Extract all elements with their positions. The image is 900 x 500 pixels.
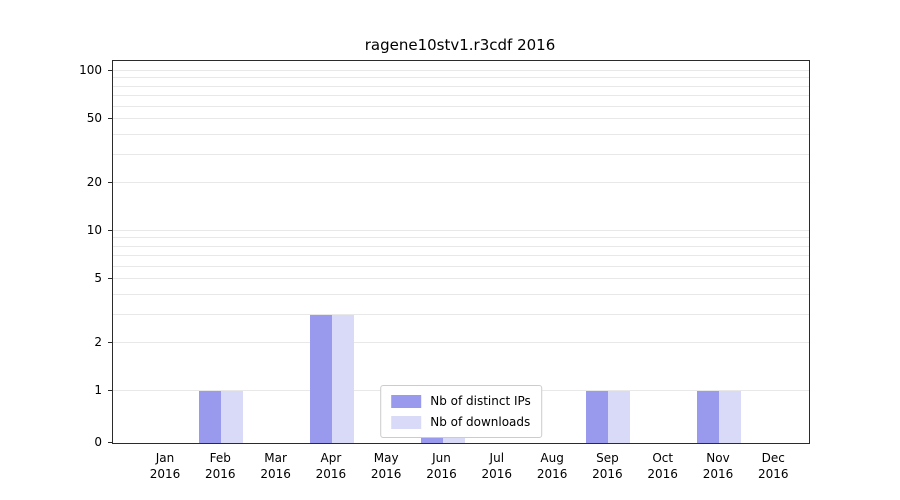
y-tick-mark — [108, 70, 112, 71]
x-tick-month: Mar — [264, 451, 287, 465]
x-tick-year: 2016 — [149, 467, 181, 481]
gridline — [113, 105, 809, 107]
y-tick-label: 20 — [86, 174, 102, 189]
y-tick-mark — [108, 118, 112, 120]
y-tick-mark — [108, 442, 112, 443]
y-tick-mark — [108, 181, 112, 183]
x-tick-month: Oct — [652, 451, 674, 465]
x-tick-year: 2016 — [205, 467, 236, 481]
gridline — [113, 181, 809, 183]
y-tick-mark — [108, 230, 112, 231]
x-tick-label: Jul 2016 — [467, 450, 527, 482]
x-tick-label: Mar 2016 — [246, 450, 306, 482]
x-tick-label: Oct 2016 — [633, 450, 693, 482]
x-tick-year: 2016 — [702, 467, 734, 481]
y-tick-mark — [108, 341, 112, 343]
x-tick-label: Feb 2016 — [190, 450, 250, 482]
x-tick-label: Sep 2016 — [577, 450, 637, 482]
gridline — [113, 77, 809, 79]
gridline — [113, 313, 809, 315]
gridline — [113, 133, 809, 135]
legend-label-downloads: Nb of downloads — [430, 415, 531, 429]
bar-distinct-ips — [199, 391, 222, 443]
legend: Nb of distinct IPs Nb of downloads — [380, 385, 542, 438]
legend-swatch-downloads — [391, 415, 422, 429]
x-tick-year: 2016 — [426, 467, 457, 481]
x-tick-month: Dec — [761, 451, 785, 465]
bar-distinct-ips — [586, 391, 609, 443]
bar-distinct-ips — [309, 314, 332, 443]
y-tick-label: 5 — [94, 271, 102, 286]
x-tick-label: Nov 2016 — [688, 450, 748, 482]
legend-item-distinct-ips: Nb of distinct IPs — [391, 394, 531, 408]
gridline — [113, 237, 809, 239]
gridline — [113, 85, 809, 87]
bar-downloads — [608, 391, 631, 443]
gridline — [113, 230, 809, 231]
gridline — [113, 94, 809, 96]
y-tick-label: 100 — [79, 63, 102, 77]
x-tick-label: Apr 2016 — [301, 450, 361, 482]
x-tick-month: Aug — [540, 451, 564, 465]
gridline — [113, 118, 809, 120]
x-tick-year: 2016 — [370, 467, 402, 481]
x-tick-label: Aug 2016 — [522, 450, 582, 482]
gridline — [113, 278, 809, 280]
plot-area: Nb of distinct IPs Nb of downloads — [112, 60, 810, 444]
x-tick-year: 2016 — [758, 467, 789, 481]
gridline — [113, 254, 809, 256]
x-tick-month: Apr — [320, 451, 342, 465]
legend-swatch-distinct-ips — [391, 394, 422, 408]
x-tick-month: Feb — [209, 451, 231, 465]
x-tick-label: May 2016 — [356, 450, 416, 482]
y-tick-label: 10 — [86, 223, 102, 237]
gridline — [113, 245, 809, 247]
y-tick-mark — [108, 390, 112, 391]
y-tick-label: 1 — [94, 383, 102, 397]
chart-title: ragene10stv1.r3cdf 2016 — [364, 36, 556, 54]
x-tick-year: 2016 — [481, 467, 513, 481]
y-tick-label: 50 — [86, 111, 102, 126]
gridline — [113, 265, 809, 267]
gridline — [113, 341, 809, 343]
x-tick-month: Jun — [432, 451, 451, 465]
x-tick-label: Jun 2016 — [412, 450, 472, 482]
x-tick-month: May — [373, 451, 399, 465]
x-tick-year: 2016 — [315, 467, 347, 481]
bar-downloads — [221, 391, 244, 443]
gridline — [113, 293, 809, 295]
gridline — [113, 153, 809, 155]
y-tick-label: 0 — [94, 435, 102, 449]
x-tick-label: Jan 2016 — [135, 450, 195, 482]
y-tick-mark — [108, 278, 112, 280]
legend-item-downloads: Nb of downloads — [391, 415, 531, 429]
x-tick-year: 2016 — [536, 467, 568, 481]
gridline — [113, 70, 809, 71]
x-tick-label: Dec 2016 — [743, 450, 803, 482]
x-tick-year: 2016 — [647, 467, 678, 481]
x-tick-month: Sep — [596, 451, 619, 465]
x-tick-year: 2016 — [260, 467, 291, 481]
x-tick-month: Jul — [489, 451, 505, 465]
bar-distinct-ips — [697, 391, 719, 443]
x-tick-year: 2016 — [592, 467, 623, 481]
y-tick-label: 2 — [94, 334, 102, 349]
x-tick-month: Jan — [155, 451, 175, 465]
bar-downloads — [719, 391, 741, 443]
bar-downloads — [331, 314, 354, 443]
x-tick-month: Nov — [706, 451, 730, 465]
legend-label-distinct-ips: Nb of distinct IPs — [430, 394, 531, 408]
